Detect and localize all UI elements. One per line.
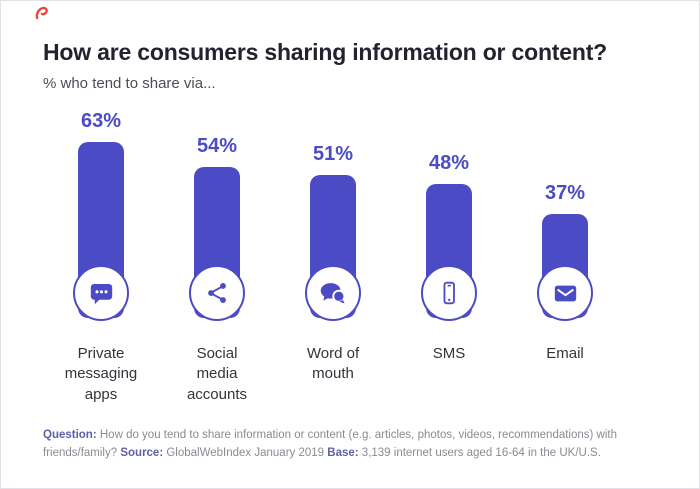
bar-chart: 63% Private messaging apps 54% Social media… — [43, 108, 659, 405]
category-label: SMS — [432, 345, 466, 362]
bar-column: 63% Private messaging apps — [43, 108, 159, 405]
category-label: Social media accounts — [186, 345, 248, 403]
bar-column: 48% SMS — [391, 108, 507, 405]
share-network-icon — [189, 265, 245, 321]
envelope-icon — [537, 265, 593, 321]
smartphone-icon — [421, 265, 477, 321]
source-footnote: Question: How do you tend to share infor… — [43, 427, 655, 463]
footnote-text: GlobalWebIndex January 2019 — [166, 446, 328, 459]
bar-column: 37% Email — [507, 108, 623, 405]
bar-area: 54% — [159, 108, 275, 321]
value-label: 51% — [312, 143, 354, 165]
bar-area: 48% — [391, 108, 507, 321]
value-label: 37% — [544, 182, 586, 204]
category-label: Private messaging apps — [64, 345, 138, 403]
chart-title: How are consumers sharing information or… — [43, 39, 607, 65]
value-label: 54% — [196, 135, 238, 157]
category-label: Email — [546, 345, 584, 362]
chart-subtitle: % who tend to share via... — [43, 75, 216, 92]
bar-area: 51% — [275, 108, 391, 321]
bar-area: 37% — [507, 108, 623, 321]
chat-bubble-dots-icon — [73, 265, 129, 321]
footnote-keyword: Source: — [120, 446, 167, 459]
value-label: 63% — [80, 110, 122, 132]
bar-area: 63% — [43, 108, 159, 321]
footnote-text: How do you tend to share information or … — [43, 428, 617, 459]
category-label: Word of mouth — [306, 345, 360, 383]
chart-content: How are consumers sharing information or… — [1, 1, 699, 405]
value-label: 48% — [428, 152, 470, 174]
footnote-text: 3,139 internet users aged 16-64 in the U… — [361, 446, 601, 459]
logo-mark-icon — [35, 6, 48, 20]
bar-column: 54% Social media accounts — [159, 108, 275, 405]
footnote-keyword: Question: — [43, 428, 100, 441]
bar-column: 51% Word of mouth — [275, 108, 391, 405]
speech-bubbles-icon — [305, 265, 361, 321]
footnote-keyword: Base: — [327, 446, 362, 459]
